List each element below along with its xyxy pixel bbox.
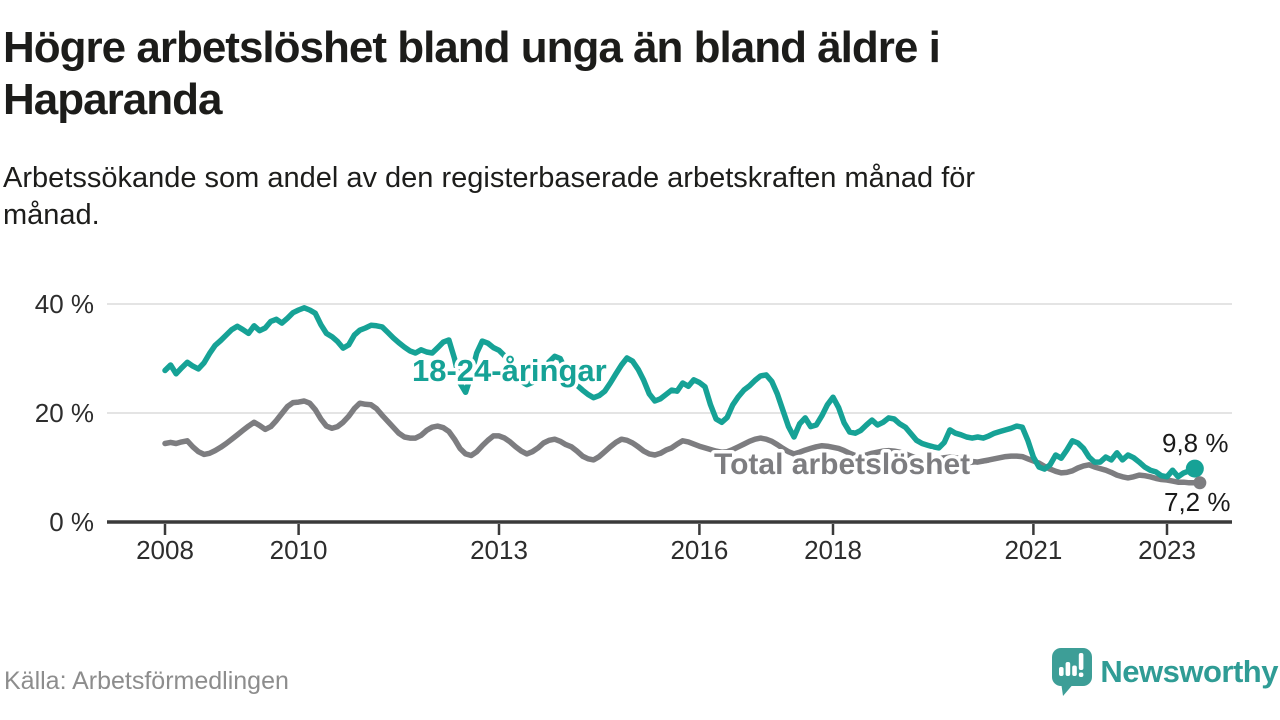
y-axis-label-40: 40 % bbox=[35, 289, 94, 319]
youth-end-dot bbox=[1185, 459, 1204, 478]
y-axis-label-20: 20 % bbox=[35, 398, 94, 428]
x-axis-label-2016: 2016 bbox=[670, 535, 728, 565]
newsworthy-wordmark: Newsworthy bbox=[1100, 654, 1278, 689]
newsworthy-brand: Newsworthy bbox=[1046, 646, 1278, 698]
newsworthy-logo-icon bbox=[1052, 648, 1093, 696]
x-axis-label-2013: 2013 bbox=[470, 535, 528, 565]
page-subtitle: Arbetssökande som andel av den registerb… bbox=[3, 162, 976, 232]
total-label-connector bbox=[961, 459, 990, 466]
x-axis-label-2023: 2023 bbox=[1138, 535, 1196, 565]
youth-series-line bbox=[162, 305, 1198, 480]
youth-series-label: 18-24-åringar bbox=[412, 353, 607, 388]
chart-series-layer bbox=[162, 305, 1198, 486]
chart-label-layer: 18-24-åringar Total arbetslöshet 9,8 % 7… bbox=[409, 350, 1231, 518]
total-end-dot bbox=[1193, 476, 1207, 490]
total-series-label: Total arbetslöshet bbox=[714, 448, 970, 481]
chart-axes-layer: 0 % 20 % 40 % 2008 2010 2013 2016 2018 2021 2023 bbox=[35, 289, 1232, 565]
x-axis-label-2018: 2018 bbox=[804, 535, 862, 565]
total-end-value-label: 7,2 % bbox=[1164, 487, 1231, 517]
y-axis-label-0: 0 % bbox=[49, 507, 94, 537]
page-title: Högre arbetslöshet bland unga än bland ä… bbox=[3, 23, 941, 124]
source-note: Källa: Arbetsförmedlingen bbox=[4, 667, 289, 695]
youth-end-value-label: 9,8 % bbox=[1162, 428, 1229, 458]
x-axis-label-2008: 2008 bbox=[136, 535, 194, 565]
x-axis-label-2021: 2021 bbox=[1004, 535, 1062, 565]
total-series-line bbox=[162, 398, 1198, 486]
x-axis-label-2010: 2010 bbox=[270, 535, 328, 565]
chart-endpoint-layer bbox=[1185, 459, 1207, 490]
